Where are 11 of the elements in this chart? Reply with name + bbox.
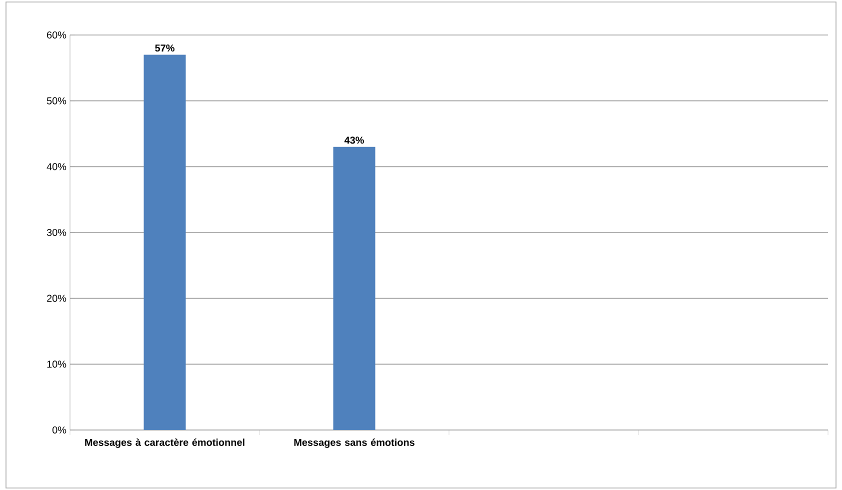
y-tick-label: 30%	[46, 228, 66, 236]
y-tick-label: 0%	[52, 426, 66, 434]
y-tick-label: 60%	[47, 31, 66, 39]
y-tick-label: 10%	[47, 360, 66, 368]
y-tick-label: 40%	[46, 163, 66, 170]
y-tick-label: 20%	[47, 294, 66, 302]
x-tick-label: Messages à caractère émotionnel	[85, 438, 244, 448]
y-tick-label: 50%	[46, 97, 66, 104]
data-label: 43%	[344, 136, 364, 144]
data-label: 57%	[155, 44, 174, 52]
x-tick-label: Messages sans émotions	[294, 438, 414, 448]
